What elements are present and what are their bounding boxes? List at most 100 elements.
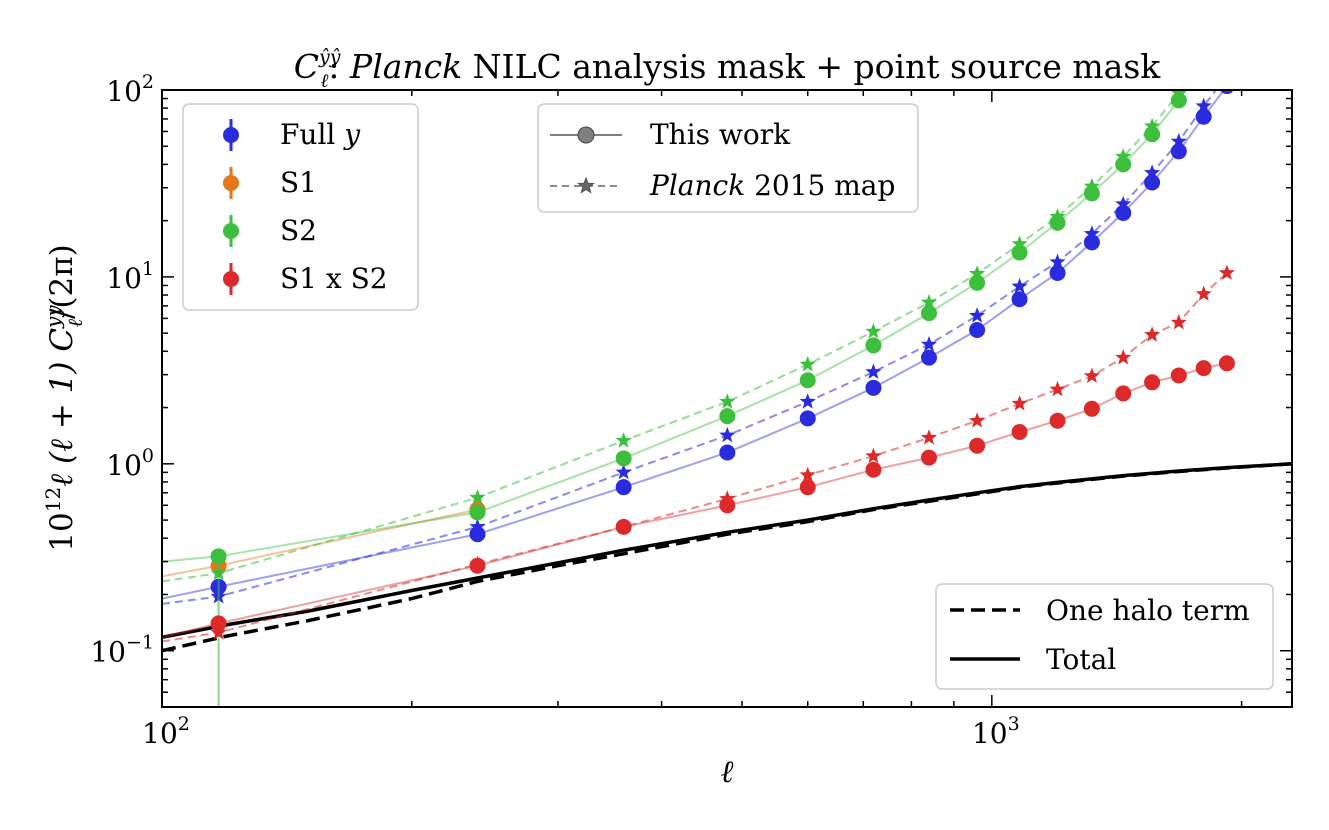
planck2015-point-full-y <box>1011 277 1028 294</box>
this-work-point-s2 <box>920 305 937 322</box>
planck2015-point-s1-x-s2 <box>1083 367 1100 383</box>
this-work-point-s2 <box>1115 156 1132 173</box>
this-work-point-s1-x-s2 <box>969 437 986 454</box>
this-work-point-s2 <box>210 548 227 565</box>
legend-marker-full-y <box>223 127 239 143</box>
y-tick-label: 102 <box>106 71 154 108</box>
this-work-point-s1-x-s2 <box>1144 374 1161 391</box>
y-tick-label: 100 <box>106 445 154 482</box>
legend-marker-s2 <box>223 223 239 239</box>
y-axis-label: 1012ℓ (ℓ + 1) Cyyℓ/(2π) <box>41 244 87 551</box>
this-work-point-s1-x-s2 <box>615 518 632 535</box>
planck2015-point-s2 <box>1196 49 1212 64</box>
this-work-point-s2 <box>615 450 632 467</box>
planck2015-point-s1-x-s2 <box>1170 314 1187 330</box>
legend-label-s1-x-s2: S1 x S2 <box>280 262 388 295</box>
planck2015-point-full-y <box>1170 133 1187 149</box>
planck2015-point-s1-x-s2 <box>1218 264 1235 280</box>
this-work-point-full-y <box>1011 291 1028 308</box>
legend-label-full-y: Full y <box>280 118 361 151</box>
axis-ticks: 102 103 10−1 100 101 102 <box>90 71 1292 750</box>
planck2015-point-full-y <box>1144 164 1161 180</box>
planck2015-point-s2 <box>1144 117 1161 134</box>
this-work-point-s1-x-s2 <box>1083 400 1100 417</box>
planck2015-point-s1-x-s2 <box>1011 395 1028 411</box>
legend-series: Full y S1 S2 S1 x S2 <box>182 103 419 311</box>
planck2015-point-s2 <box>1219 18 1235 33</box>
planck2015-point-s1-x-s2 <box>865 447 882 463</box>
model-curves <box>162 462 1292 653</box>
this-work-point-s1-x-s2 <box>1195 360 1212 377</box>
this-work-point-s2 <box>1011 244 1028 261</box>
planck2015-point-s2 <box>210 564 227 580</box>
planck2015-point-s2 <box>799 356 816 372</box>
this-work-point-s2 <box>1049 214 1066 231</box>
planck2015-line-full-y <box>162 90 1218 605</box>
this-work-point-s2 <box>469 504 486 521</box>
this-work-point-full-y <box>1115 204 1132 221</box>
planck2015-point-full-y <box>920 336 938 352</box>
this-work-point-s1-x-s2 <box>719 497 736 514</box>
x-tick-label: 102 <box>142 713 190 750</box>
planck2015-point-s2 <box>865 323 882 339</box>
planck2015-point-full-y <box>969 307 986 323</box>
this-work-point-s2 <box>1083 185 1100 202</box>
this-work-point-s1-x-s2 <box>865 461 882 478</box>
planck2015-point-s1-x-s2 <box>1115 349 1132 365</box>
legend-model: One halo term Total <box>935 583 1274 690</box>
this-work-point-s1-x-s2 <box>1115 385 1132 402</box>
planck2015-point-s1-x-s2 <box>210 624 227 640</box>
legend-model-frame <box>935 583 1274 690</box>
this-work-point-s1-x-s2 <box>1011 423 1028 440</box>
this-work-point-s1-x-s2 <box>920 449 937 466</box>
this-work-point-s1-x-s2 <box>1049 412 1066 429</box>
this-work-point-full-y <box>1083 234 1100 251</box>
plot-frame <box>161 89 1293 708</box>
this-work-point-full-y <box>969 321 986 338</box>
this-work-point-s2 <box>1170 92 1187 109</box>
this-work-point-full-y <box>865 379 882 396</box>
this-work-point-s2 <box>799 372 816 389</box>
planck2015-point-s2 <box>1115 148 1132 164</box>
this-work-point-s1-x-s2 <box>210 615 227 632</box>
this-work-point-full-y <box>1049 264 1066 281</box>
planck2015-point-full-y <box>799 393 816 409</box>
this-work-point-full-y <box>1170 143 1187 160</box>
chart-title: Cŷŷ ℓ: Planck NILC analysis mask + point … <box>294 46 1162 92</box>
series-s2 <box>162 18 1235 707</box>
data-series <box>162 18 1235 707</box>
this-work-point-s1-x-s2 <box>1218 355 1235 372</box>
planck2015-point-s2 <box>969 265 986 281</box>
legend-marker-s1 <box>223 175 239 191</box>
planck2015-point-full-y <box>1049 253 1066 269</box>
this-work-point-full-y <box>1219 90 1234 95</box>
planck2015-point-s1-x-s2 <box>969 412 986 428</box>
legend-planck-2015: Planck 2015 map <box>649 169 895 202</box>
legend-total: Total <box>1046 643 1116 676</box>
planck2015-point-s1-x-s2 <box>1195 285 1212 301</box>
this-work-point-full-y <box>615 479 632 496</box>
this-work-point-full-y <box>719 444 736 461</box>
x-tick-label: 103 <box>972 713 1020 750</box>
legend-style-frame <box>537 103 919 213</box>
this-work-point-s2 <box>719 408 736 425</box>
planck2015-point-s1-x-s2 <box>1049 380 1066 397</box>
legend-label-s2: S2 <box>280 214 317 247</box>
planck2015-point-s1-x-s2 <box>1144 326 1161 342</box>
this-work-marker <box>577 126 595 144</box>
x-axis-label: ℓ <box>721 754 734 790</box>
planck2015-point-s2 <box>1011 235 1028 251</box>
this-work-point-full-y <box>920 349 937 366</box>
planck2015-point-s2 <box>469 489 486 505</box>
series-s1-x-s2 <box>162 264 1235 643</box>
y-tick-label: 101 <box>106 258 154 295</box>
y-tick-label: 10−1 <box>90 632 154 669</box>
planck2015-point-s1-x-s2 <box>799 466 816 482</box>
total-curve <box>162 462 1292 640</box>
this-work-point-s1-x-s2 <box>1170 367 1187 384</box>
this-work-point-full-y <box>1195 108 1212 125</box>
legend-marker-s1-x-s2 <box>223 271 239 287</box>
planck2015-point-full-y <box>719 426 736 443</box>
series-full-y <box>162 90 1234 605</box>
